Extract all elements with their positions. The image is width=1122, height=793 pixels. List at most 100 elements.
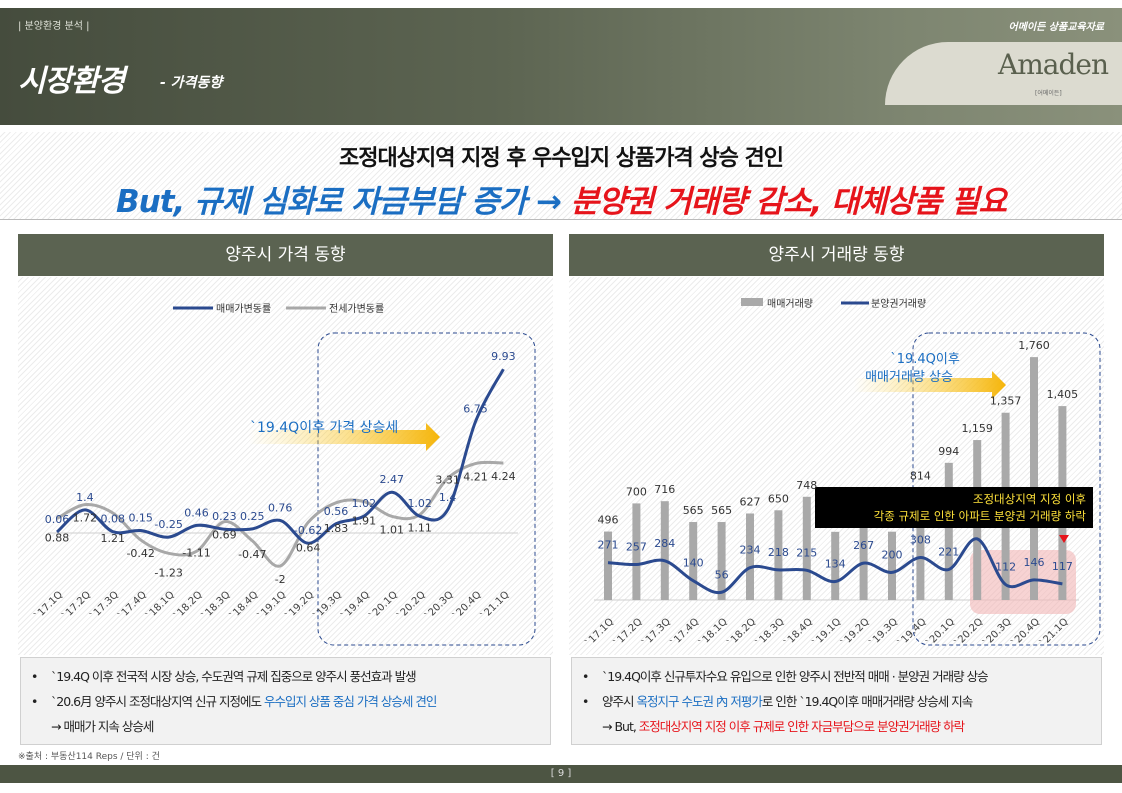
bullet-item: • 양주시 옥정지구 수도권 內 저평가로 인한 `19.4Q이후 매매거래량 상… [582, 694, 973, 709]
bullet-highlight: 우수입지 상품 중심 가격 상승세 견인 [263, 694, 437, 709]
data-label-presale: 140 [683, 557, 704, 570]
data-label-jeonse: 1.91 [352, 514, 377, 527]
data-label-presale: 215 [796, 546, 817, 559]
headline-band [0, 132, 1122, 220]
bullet-text: 양주시 [602, 694, 637, 709]
x-tick-label: `17.1Q [583, 616, 616, 649]
data-label-presale: 134 [825, 558, 846, 571]
bullet-item: • `19.4Q이후 신규투자수요 유입으로 인한 양주시 전반적 매매 · 분양… [582, 669, 989, 684]
price-chart-area: 매매가변동률 전세가변동률 `19.4Q이후 가격 상승세 `17.1Q `17.2Q `… [18, 277, 553, 655]
x-tick-label: `19.3Q [311, 589, 344, 622]
data-label-sale: 6.75 [463, 403, 488, 416]
x-tick-label: `18.2Q [725, 616, 758, 649]
left-bullets: • `19.4Q 이후 전국적 시장 상승, 수도권역 규제 집중으로 양주시 풍… [20, 657, 551, 745]
data-label-sale-volume: 565 [683, 504, 704, 517]
volume-chart-area: 매매거래량 분양권거래량 `19.4Q이후 매매거래량 상승 조정대상지역 지정 이후 각… [569, 277, 1104, 655]
bullet-text: `19.4Q 이후 전국적 시장 상승, 수도권역 규제 집중으로 양주시 풍선… [51, 669, 417, 684]
data-label-jeonse: -1.23 [154, 566, 182, 579]
callout-box [815, 487, 1093, 528]
data-label-sale-volume: 1,760 [1018, 339, 1050, 352]
legend-swatch-sale-volume [741, 298, 763, 306]
data-label-sale-volume: 1,159 [961, 422, 993, 435]
x-tick-label: `18.4Q [782, 616, 815, 649]
x-tick-label: `17.3Q [88, 589, 121, 622]
data-label-jeonse: -0.42 [126, 547, 154, 560]
x-tick-label: `17.4Q [668, 616, 701, 649]
data-label-jeonse: 4.21 [463, 471, 488, 484]
bar-sale-volume [1030, 357, 1038, 600]
data-label-presale: 117 [1052, 560, 1073, 573]
headline-line2: But, 규제 심화로 자금부담 증가 → 분양권 거래량 감소, 대체상품 필… [0, 176, 1122, 221]
right-panel-title: 양주시 거래량 동향 [569, 234, 1104, 276]
bullet-highlight: 조정대상지역 지정 이후 규제로 인한 자금부담으로 분양권거래량 하락 [638, 719, 965, 734]
data-label-jeonse: -2 [275, 573, 286, 586]
data-label-presale: 257 [626, 541, 647, 554]
data-label-presale: 308 [910, 533, 931, 546]
highlight-box [912, 332, 1101, 646]
data-label-sale: 1.4 [76, 491, 94, 504]
legend-label-jeonse: 전세가변동률 [329, 303, 384, 315]
x-tick-label: `20.4Q [1009, 616, 1042, 649]
data-label-sale: -0.25 [154, 518, 182, 531]
bar-sale-volume [774, 510, 783, 600]
callout-text: 조정대상지역 지정 이후 [973, 492, 1086, 506]
data-label-jeonse: -0.47 [238, 548, 266, 561]
data-label-sale-volume: 814 [910, 470, 931, 483]
bullet-text: → But, [602, 719, 639, 734]
right-bullets: • `19.4Q이후 신규투자수요 유입으로 인한 양주시 전반적 매매 · 분양… [571, 657, 1102, 745]
series-line-sale [55, 368, 505, 545]
section-tag: | 분양환경 분석 | [18, 21, 90, 32]
data-label-presale: 146 [1024, 556, 1045, 569]
bar-sale-volume [831, 531, 840, 600]
x-tick-label: `18.1Q [696, 616, 729, 649]
x-tick-label: `19.4Q [339, 589, 372, 622]
data-label-presale: 234 [740, 544, 761, 557]
x-tick-label: `20.3Q [422, 589, 455, 622]
data-label-jeonse: 1.83 [324, 522, 349, 535]
data-label-sale-volume: 650 [768, 492, 789, 505]
data-label-jeonse: 3.31 [435, 473, 460, 486]
x-tick-label: `18.1Q [143, 589, 176, 622]
data-label-sale-volume: 994 [938, 445, 959, 458]
annotation-text: 매매거래량 상승 [865, 370, 953, 385]
bar-sale-volume [859, 522, 868, 600]
logo-area [885, 42, 1122, 105]
data-label-sale-volume: 627 [740, 495, 761, 508]
bullet-highlight: 옥정지구 수도권 內 저평가 [636, 694, 762, 709]
data-label-presale: 284 [654, 537, 675, 550]
callout-text: 각종 규제로 인한 아파트 분양권 거래량 하락 [874, 509, 1087, 523]
logo-subtitle: [어메이든] [1035, 90, 1062, 97]
bullet-text: 로 인한 `19.4Q이후 매매거래량 상승세 지속 [761, 694, 973, 709]
x-tick-label: `19.2Q [838, 616, 871, 649]
source-note: ※출처 : 부동산114 Reps / 단위 : 건 [18, 752, 160, 762]
legend-label-presale: 분양권거래량 [871, 298, 926, 310]
data-label-sale-volume: 700 [626, 485, 647, 498]
bar-sale-volume [660, 501, 669, 600]
bar-sale-volume [802, 496, 811, 600]
bullet-item: → But, 조정대상지역 지정 이후 규제로 인한 자금부담으로 분양권거래량… [582, 716, 1091, 741]
x-tick-label: `21.1Q [1037, 616, 1070, 649]
x-tick-label: `18.3Q [753, 616, 786, 649]
data-label-jeonse: 1.72 [73, 512, 98, 525]
x-tick-label: `20.1Q [924, 616, 957, 649]
legend-label-sale-volume: 매매거래량 [767, 298, 813, 310]
x-tick-label: `17.3Q [640, 616, 673, 649]
bullet-text: `19.4Q이후 신규투자수요 유입으로 인한 양주시 전반적 매매 · 분양권… [602, 669, 989, 684]
bar-sale-volume [604, 531, 612, 600]
data-label-sale: 2.47 [380, 473, 405, 486]
data-label-jeonse: 1.11 [407, 522, 432, 535]
deck-tag: 어메이든 상품교육자료 [1008, 22, 1104, 33]
data-label-sale-volume: 716 [654, 483, 675, 496]
x-tick-label: `17.2Q [611, 616, 644, 649]
bar-sale-volume [689, 522, 698, 600]
x-tick-label: `18.4Q [227, 589, 260, 622]
legend-label-sale: 매매가변동률 [216, 303, 271, 315]
headline-line1: 조정대상지역 지정 후 우수입지 상품가격 상승 견인 [339, 146, 784, 171]
data-label-jeonse: 0.88 [45, 531, 70, 544]
data-label-presale: 200 [882, 548, 903, 561]
data-label-sale-volume: 748 [796, 479, 817, 492]
left-panel-title: 양주시 가격 동향 [18, 234, 553, 276]
data-label-presale: 267 [853, 539, 874, 552]
amaden-logo: Amaden [998, 48, 1109, 81]
page-number: [ 9 ] [0, 765, 1122, 783]
